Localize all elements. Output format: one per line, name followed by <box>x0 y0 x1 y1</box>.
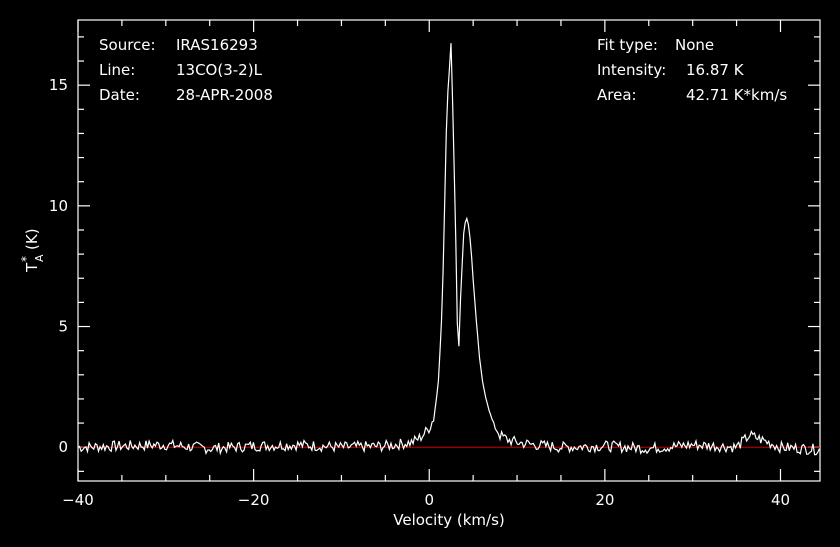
x-tick-label: 0 <box>424 491 434 509</box>
area-label: Area: <box>597 86 637 104</box>
y-tick-label: 15 <box>49 76 68 94</box>
line-value: 13CO(3-2)L <box>176 61 263 79</box>
date-label: Date: <box>99 86 140 104</box>
x-axis-label: Velocity (km/s) <box>393 511 504 529</box>
line-label: Line: <box>99 61 135 79</box>
source-label: Source: <box>99 36 156 54</box>
spectrum-line <box>77 43 820 456</box>
y-axis-label-sub: A <box>33 254 46 262</box>
x-tick-label: −40 <box>62 491 94 509</box>
y-axis-label: T A * (K) <box>19 228 46 273</box>
x-tick-label: 20 <box>595 491 614 509</box>
y-axis-label-unit: (K) <box>23 228 41 250</box>
plot-frame <box>77 19 821 482</box>
x-tick-label: −20 <box>238 491 270 509</box>
fit-type-value: None <box>675 36 714 54</box>
y-axis-label-sup: * <box>19 256 33 262</box>
intensity-label: Intensity: <box>597 61 666 79</box>
axis-tick-labels: −40 −20 0 20 40 0 5 10 15 <box>49 76 790 509</box>
y-tick-label: 0 <box>58 438 68 456</box>
intensity-value: 16.87 K <box>686 61 745 79</box>
area-value: 42.71 K*km/s <box>686 86 787 104</box>
x-tick-label: 40 <box>771 491 790 509</box>
y-tick-label: 10 <box>49 197 68 215</box>
y-axis-label-main: T <box>23 262 41 273</box>
y-tick-label: 5 <box>58 318 68 336</box>
date-value: 28-APR-2008 <box>176 86 273 104</box>
source-value: IRAS16293 <box>176 36 258 54</box>
fit-type-label: Fit type: <box>597 36 658 54</box>
